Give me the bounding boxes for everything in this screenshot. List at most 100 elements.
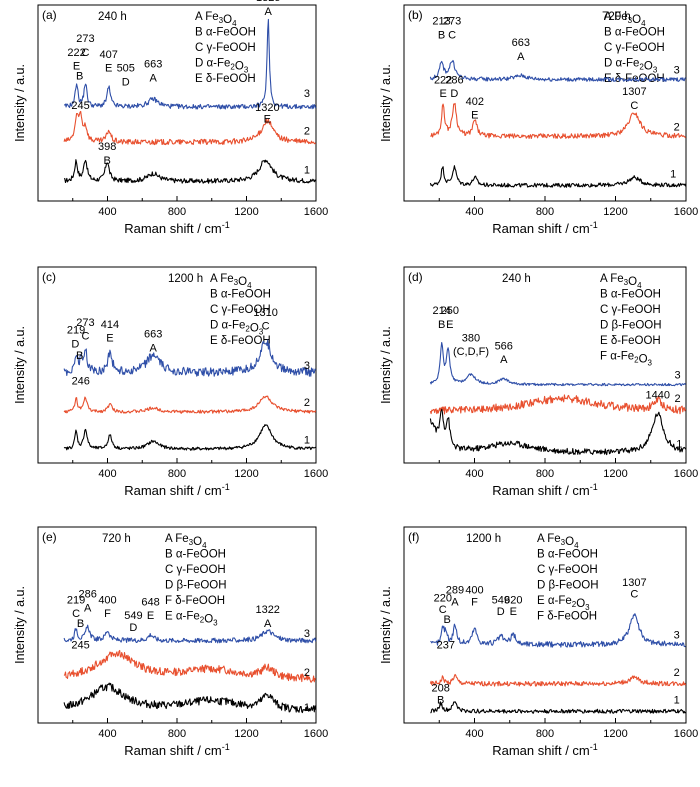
x-tick-label: 1600 — [674, 728, 698, 740]
legend-entry: A Fe3O4 — [537, 533, 579, 550]
peak-annotation: C — [72, 608, 80, 620]
legend-entry: D β-FeOOH — [165, 580, 227, 592]
peak-annotation: 1325 — [256, 0, 280, 4]
legend-entry: C γ-FeOOH — [165, 564, 226, 576]
panel-f: 400 800 1200 1600 Raman shift / cm-1 Intensit… — [379, 526, 698, 758]
series-line-1 — [63, 424, 316, 451]
panel-label: (b) — [408, 8, 423, 22]
peak-annotation: C — [630, 589, 638, 601]
series-line-1 — [430, 701, 687, 714]
peak-annotation: 245 — [71, 100, 89, 112]
x-tick-label: 400 — [465, 468, 483, 480]
series-line-2 — [63, 395, 317, 414]
peak-annotation: B — [76, 350, 83, 362]
peak-annotation: 246 — [72, 376, 90, 388]
x-tick-label: 400 — [465, 206, 483, 218]
x-tick-label: 800 — [536, 206, 554, 218]
legend-entry: C γ-FeOOH — [537, 564, 598, 576]
peak-annotation: A — [264, 618, 272, 630]
panel-a: 400 800 1200 1600 Raman shift / cm-1 Intensit… — [13, 0, 328, 236]
legend-entry: E α-Fe2O3 — [165, 611, 218, 628]
peak-annotation: 273 — [443, 16, 461, 28]
peak-annotation: D — [450, 88, 458, 100]
y-axis-label: Intensity / a.u. — [13, 326, 27, 404]
curve-number: 2 — [675, 393, 681, 405]
legend-entry: B α-FeOOH — [210, 289, 271, 301]
time-label: 240 h — [502, 273, 531, 285]
legend-entry: A Fe3O4 — [600, 273, 642, 290]
peak-annotation: A — [451, 596, 459, 608]
peak-annotation: B — [438, 319, 445, 331]
peak-annotation: E — [105, 63, 112, 75]
curve-number: 2 — [674, 121, 680, 133]
peak-annotation: 1307 — [622, 86, 646, 98]
series-line-2 — [429, 394, 687, 415]
y-axis-label: Intensity / a.u. — [379, 326, 393, 404]
peak-annotation: E — [471, 110, 478, 122]
peak-annotation: 273 — [76, 317, 94, 329]
legend-entry: D β-FeOOH — [600, 320, 662, 332]
legend-entry: C γ-FeOOH — [604, 42, 665, 54]
x-tick-label: 1200 — [234, 206, 258, 218]
x-tick-label: 1600 — [304, 728, 328, 740]
legend-entry: F δ-FeOOH — [537, 611, 597, 623]
peak-annotation: D — [497, 606, 505, 618]
legend-entry: E δ-FeOOH — [195, 73, 256, 85]
panel-label: (e) — [42, 530, 57, 544]
peak-annotation: A — [150, 342, 158, 354]
peak-annotation: E — [106, 332, 113, 344]
peak-annotation: 663 — [144, 59, 162, 71]
peak-annotation: 620 — [504, 594, 522, 606]
panel-c: 400 800 1200 1600 Raman shift / cm-1 Intensit… — [13, 266, 328, 498]
peak-annotation: A — [150, 72, 158, 84]
peak-annotation: 208 — [431, 683, 449, 695]
peak-annotation: 663 — [512, 37, 530, 49]
peak-annotation: A — [84, 602, 92, 614]
legend-entry: C γ-FeOOH — [600, 304, 661, 316]
peak-annotation: 1307 — [622, 577, 646, 589]
curve-number: 3 — [675, 370, 681, 382]
peak-annotation: D — [129, 622, 137, 634]
time-label: 720 h — [602, 11, 631, 23]
series-line-3 — [430, 613, 686, 648]
peak-annotation: E — [264, 114, 271, 126]
x-axis-label: Raman shift / cm-1 — [124, 482, 230, 498]
peak-annotation: 398 — [98, 141, 116, 153]
peak-annotation: 566 — [495, 340, 513, 352]
series-line-1 — [63, 682, 317, 714]
peak-annotation: 402 — [466, 96, 484, 108]
peak-annotation: E — [446, 319, 453, 331]
series-line-1 — [429, 165, 687, 188]
legend-entry: E δ-FeOOH — [600, 335, 661, 347]
x-axis-label: Raman shift / cm-1 — [492, 742, 598, 758]
y-axis-label: Intensity / a.u. — [13, 586, 27, 664]
peak-annotation: 505 — [117, 63, 135, 75]
peak-annotation: E — [510, 606, 517, 618]
legend-entry: B α-FeOOH — [600, 289, 661, 301]
legend-entry: B α-FeOOH — [195, 27, 256, 39]
peak-annotation: B — [444, 614, 451, 626]
peak-annotation: C — [630, 100, 638, 112]
time-label: 1200 h — [168, 273, 203, 285]
peak-annotation: F — [104, 608, 111, 620]
series-line-3 — [429, 59, 687, 82]
peak-annotation: 1322 — [255, 604, 279, 616]
peak-annotation: 286 — [445, 74, 463, 86]
curve-number: 1 — [670, 168, 676, 180]
peak-annotation: A — [517, 51, 525, 63]
series-line-3 — [429, 341, 687, 387]
curve-number: 2 — [304, 667, 310, 679]
legend-entry: F α-Fe2O3 — [600, 351, 653, 368]
series-line-2 — [63, 649, 317, 683]
peak-annotation: 220 — [434, 592, 452, 604]
peak-annotation: D — [122, 76, 130, 88]
legend-entry: D β-FeOOH — [537, 580, 599, 592]
x-tick-label: 400 — [98, 728, 116, 740]
x-tick-label: 800 — [168, 468, 186, 480]
peak-annotation: 549 — [124, 610, 142, 622]
peak-annotation: B — [76, 70, 83, 82]
curve-number: 1 — [676, 438, 682, 450]
peak-annotation: 289 — [446, 585, 464, 597]
series-line-3 — [63, 339, 317, 377]
